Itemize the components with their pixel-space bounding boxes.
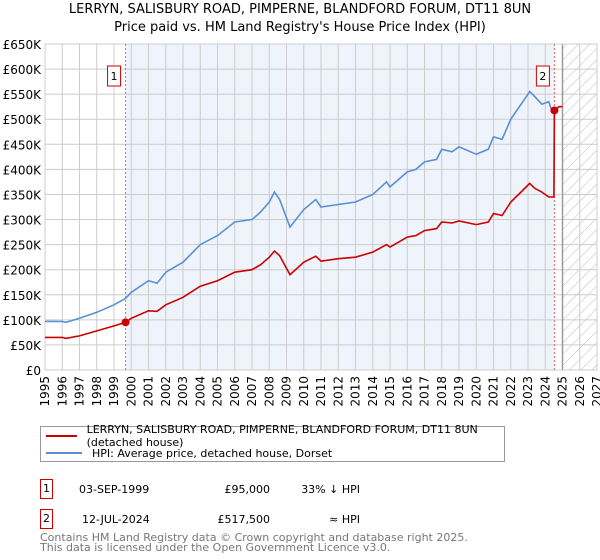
y-tick-label: £550K — [3, 88, 43, 102]
legend-swatch-red — [46, 435, 77, 437]
sale-point — [550, 106, 559, 115]
x-tick-label: 2003 — [176, 376, 190, 407]
x-tick-label: 2010 — [297, 376, 311, 407]
sale-badge-label: 2 — [539, 70, 546, 83]
x-tick-label: 1999 — [107, 376, 121, 407]
ownership-shade — [125, 44, 555, 370]
y-tick-label: £300K — [3, 214, 43, 228]
x-tick-label: 2019 — [452, 376, 466, 407]
y-tick-label: £50K — [10, 339, 42, 353]
legend-item-hpi: HPI: Average price, detached house, Dors… — [41, 445, 332, 461]
x-tick-label: 2001 — [142, 376, 156, 407]
x-tick-label: 2027 — [590, 376, 600, 407]
x-tick-label: 1997 — [73, 376, 87, 407]
x-tick-label: 2006 — [228, 376, 242, 407]
sale-badge-box — [107, 65, 122, 87]
x-tick-label: 2023 — [521, 376, 535, 407]
legend-label: LERRYN, SALISBURY ROAD, PIMPERNE, BLANDF… — [86, 423, 478, 449]
hpi-series-line — [45, 90, 557, 324]
chart-title: LERRYN, SALISBURY ROAD, PIMPERNE, BLANDF… — [68, 2, 532, 17]
x-tick-label: 1998 — [90, 376, 104, 407]
y-tick-label: £350K — [3, 188, 43, 202]
sale-date: 12-JUL-2024 — [82, 513, 150, 526]
x-tick-label: 2013 — [349, 376, 363, 407]
x-tick-label: 2024 — [538, 376, 552, 407]
x-tick-label: 2000 — [124, 376, 138, 407]
sale-badge-box — [535, 65, 550, 87]
y-tick-label: £450K — [3, 138, 43, 152]
x-tick-label: 2025 — [556, 376, 570, 407]
y-tick-label: £100K — [3, 314, 43, 328]
x-tick-label: 2005 — [211, 376, 225, 407]
x-tick-label: 1996 — [55, 376, 69, 407]
x-tick-label: 2018 — [435, 376, 449, 407]
x-tick-label: 2007 — [245, 376, 259, 407]
x-tick-label: 2004 — [193, 376, 207, 407]
legend-swatch-blue — [46, 452, 82, 454]
transaction-row: 1 03-SEP-1999 £95,000 33% ↓ HPI — [40, 479, 600, 503]
sale-badge: 1 — [40, 479, 53, 499]
sale-hpi-diff: 33% ↓ HPI — [301, 483, 360, 496]
x-tick-label: 2021 — [487, 376, 501, 407]
x-tick-label: 2015 — [383, 376, 397, 407]
y-tick-label: £650K — [3, 38, 43, 52]
x-tick-label: 2014 — [366, 376, 380, 407]
y-tick-label: £150K — [3, 289, 43, 303]
y-tick-label: £200K — [3, 264, 43, 278]
sale-badge: 2 — [40, 509, 53, 529]
y-tick-label: £0 — [26, 364, 41, 378]
footer-copyright: Contains HM Land Registry data © Crown c… — [40, 531, 468, 544]
legend: LERRYN, SALISBURY ROAD, PIMPERNE, BLANDF… — [40, 423, 505, 462]
property-series-line — [45, 105, 563, 340]
x-tick-label: 2009 — [280, 376, 294, 407]
legend-label: HPI: Average price, detached house, Dors… — [92, 446, 333, 460]
sale-price: £95,000 — [224, 483, 271, 496]
y-tick-label: £600K — [3, 63, 43, 77]
x-tick-label: 2012 — [331, 376, 345, 407]
y-tick-label: £500K — [3, 113, 43, 127]
x-tick-label: 2016 — [400, 376, 414, 407]
sale-badge-label: 1 — [111, 70, 118, 83]
transaction-row: 2 12-JUL-2024 £517,500 ≈ HPI — [40, 509, 600, 533]
x-tick-label: 2008 — [262, 376, 276, 407]
x-tick-label: 2020 — [469, 376, 483, 407]
x-tick-label: 2022 — [504, 376, 518, 407]
x-tick-label: 2026 — [573, 376, 587, 407]
chart-subtitle: Price paid vs. HM Land Registry's House … — [114, 20, 486, 35]
x-tick-label: 2002 — [159, 376, 173, 407]
footer-licence: This data is licensed under the Open Gov… — [40, 541, 391, 554]
sale-hpi-diff: ≈ HPI — [329, 513, 360, 526]
sale-price: £517,500 — [217, 513, 271, 526]
x-tick-label: 2011 — [314, 376, 328, 407]
y-tick-label: £400K — [3, 163, 43, 177]
y-tick-label: £250K — [3, 239, 43, 253]
x-tick-label: 2017 — [418, 376, 432, 407]
legend-item-property: LERRYN, SALISBURY ROAD, PIMPERNE, BLANDF… — [41, 423, 504, 449]
price-chart: 1995 1996 1997 1998 1999 2000 2001 2002 2003 2004… — [3, 38, 600, 407]
sale-date: 03-SEP-1999 — [79, 483, 150, 496]
plot-frame — [44, 43, 598, 371]
x-tick-label: 1995 — [38, 376, 52, 407]
sale-point — [121, 318, 130, 327]
